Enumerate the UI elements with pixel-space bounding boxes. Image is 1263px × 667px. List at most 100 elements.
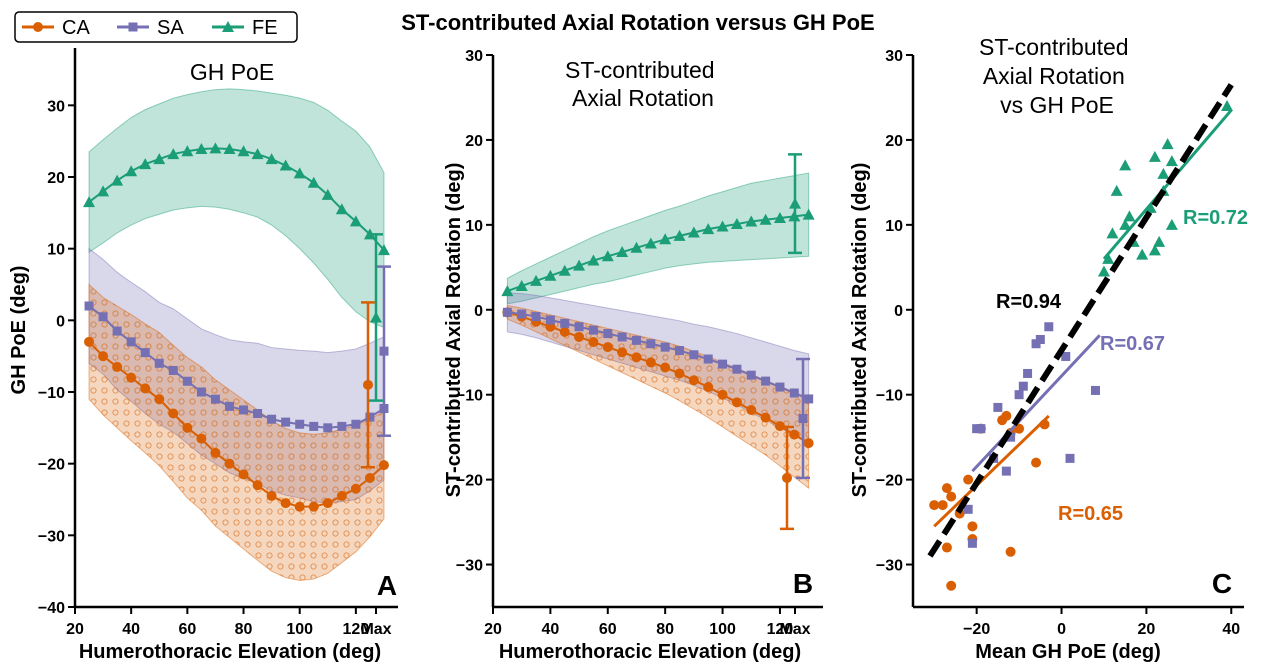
panel-b-x-tick-label-max: Max xyxy=(779,621,810,638)
panel-a-x-axis-label: Humerothoracic Elevation (deg) xyxy=(79,641,381,663)
panel-c-point-ca xyxy=(967,521,978,532)
panel-a: GH PoE Humerothoracic Elevation (deg) GH… xyxy=(8,48,398,663)
panel-a-x-tick-label: 120 xyxy=(343,621,370,638)
panel-a-point-ca xyxy=(364,473,375,483)
panel-b-point-ca xyxy=(631,352,642,363)
panel-a-point-fe xyxy=(251,148,264,160)
panel-b-y-tick-label: −10 xyxy=(456,388,483,405)
panel-b-point-sa xyxy=(761,376,771,386)
panel-b-point-ca xyxy=(559,326,570,337)
panel-c-point-sa xyxy=(1061,351,1071,361)
panel-c-title: ST-contributed Axial Rotation vs GH PoE xyxy=(979,34,1135,118)
panel-a-max-mean-sa xyxy=(379,346,389,356)
panel-a-y-tick-label: −30 xyxy=(38,528,65,545)
panel-a-x-tick-label: 100 xyxy=(286,621,313,638)
panel-c-point-fe xyxy=(1148,150,1161,162)
panel-b: ST-contributed Axial Rotation Humerothor… xyxy=(443,48,823,663)
panel-a-point-ca xyxy=(210,447,221,458)
panel-c-point-sa xyxy=(967,538,977,548)
panel-b-point-sa xyxy=(660,342,670,352)
panel-a-point-fe xyxy=(139,158,152,170)
panel-c-point-fe xyxy=(1165,218,1178,230)
panel-c-point-fe xyxy=(1102,252,1115,264)
panel-c-point-ca xyxy=(937,500,948,511)
panel-b-y-tick-label: 10 xyxy=(465,218,483,235)
panel-a-point-sa xyxy=(154,358,164,368)
panel-b-point-sa xyxy=(732,364,742,374)
panel-c-x-tick-label: 40 xyxy=(1222,621,1240,638)
panel-c-y-tick-label: −20 xyxy=(876,473,903,490)
panel-b-x-tick-label: 60 xyxy=(599,621,617,638)
panel-b-point-ca xyxy=(789,429,800,440)
panel-c-point-ca xyxy=(941,483,952,494)
panel-b-max-mean-sa xyxy=(798,413,808,423)
panel-c-point-sa xyxy=(1065,453,1075,463)
panel-c-point-fe xyxy=(1153,235,1166,247)
panel-b-point-ca xyxy=(703,382,714,393)
panel-c-point-ca xyxy=(1001,410,1012,421)
panel-a-point-sa xyxy=(309,421,319,431)
panel-c-point-fe xyxy=(1136,248,1149,260)
panel-a-point-sa xyxy=(295,419,305,429)
panel-c-point-ca xyxy=(946,491,957,502)
panel-a-point-fe xyxy=(279,159,292,171)
panel-a-band-ca xyxy=(88,283,385,581)
panel-b-point-sa xyxy=(617,332,627,342)
panel-b-band-fe xyxy=(506,172,810,305)
panel-c-point-ca xyxy=(1005,546,1016,557)
panel-b-line-fe xyxy=(507,213,809,293)
panel-c-point-sa xyxy=(993,402,1003,412)
legend: CA SA FE xyxy=(14,11,298,43)
panel-c-point-ca xyxy=(1031,457,1042,468)
panel-c-point-sa xyxy=(963,504,973,514)
panel-a-point-sa xyxy=(337,421,347,431)
panel-b-point-sa xyxy=(646,339,656,349)
panel-c-point-ca xyxy=(963,474,974,485)
panel-c-point-sa xyxy=(1006,432,1016,442)
panel-b-point-sa xyxy=(574,322,584,332)
panel-c-r-label-fe: R=0.72 xyxy=(1183,207,1248,229)
panel-a-point-ca xyxy=(266,490,277,501)
panel-b-point-fe xyxy=(687,226,700,238)
panel-a-point-fe xyxy=(195,143,208,155)
panel-c-point-fe xyxy=(1148,244,1161,256)
panel-a-point-sa xyxy=(239,405,249,415)
panel-a-point-sa xyxy=(140,348,150,358)
panel-b-point-sa xyxy=(545,315,555,325)
legend-label-ca: CA xyxy=(62,17,90,39)
panel-a-point-sa xyxy=(365,412,375,422)
panel-b-point-fe xyxy=(759,213,772,225)
panel-b-point-fe xyxy=(730,217,743,229)
panel-a-point-ca xyxy=(280,498,291,509)
panel-a-y-tick-label: −10 xyxy=(38,385,65,402)
legend-label-sa: SA xyxy=(157,17,184,39)
panel-a-y-axis-label: GH PoE (deg) xyxy=(8,266,30,395)
panel-c-r-label-sa: R=0.67 xyxy=(1100,333,1165,355)
panel-b-max-mean-fe xyxy=(789,197,801,209)
panel-b-point-sa xyxy=(689,350,699,360)
panel-c-point-fe xyxy=(1221,99,1234,111)
panel-c-fit-line-all xyxy=(927,83,1234,558)
panel-b-point-fe xyxy=(659,233,672,245)
panel-a-x-tick-label-max: Max xyxy=(360,621,391,638)
panel-a-point-fe xyxy=(349,215,362,227)
panel-c: ST-contributed Axial Rotation vs GH PoE … xyxy=(849,34,1248,663)
panel-c-point-ca xyxy=(946,580,957,591)
panel-c-point-fe xyxy=(1097,265,1110,277)
panel-a-line-fe xyxy=(88,147,385,251)
panel-a-y-tick-label: 0 xyxy=(56,313,65,330)
panel-a-point-sa xyxy=(196,387,206,397)
panel-b-point-ca xyxy=(574,331,585,342)
panel-c-r-label-ca: R=0.65 xyxy=(1058,503,1123,525)
panel-b-x-axis-label: Humerothoracic Elevation (deg) xyxy=(499,641,801,663)
panel-a-point-sa xyxy=(323,423,333,433)
panel-a-point-fe xyxy=(125,165,138,177)
panel-b-letter: B xyxy=(793,568,813,599)
panel-a-y-tick-label: 30 xyxy=(47,98,65,115)
panel-c-x-axis-label: Mean GH PoE (deg) xyxy=(975,641,1161,663)
panel-b-point-ca xyxy=(688,375,699,386)
panel-b-y-tick-label: −20 xyxy=(456,473,483,490)
panel-a-point-sa xyxy=(351,419,361,429)
panel-a-point-ca xyxy=(84,336,95,347)
panel-b-point-fe xyxy=(573,259,586,271)
